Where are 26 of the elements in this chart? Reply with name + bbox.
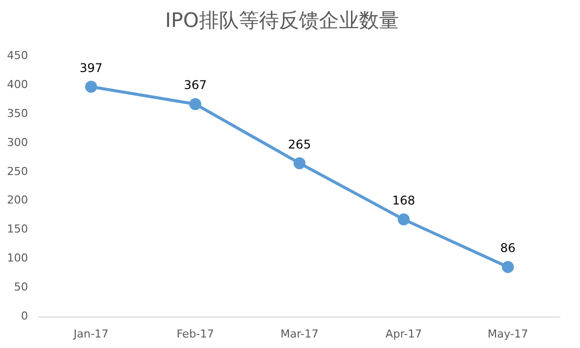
y-tick-label: 150 — [6, 222, 28, 236]
x-tick-label: Mar-17 — [280, 327, 319, 340]
y-tick-label: 450 — [6, 48, 28, 62]
point — [502, 260, 514, 273]
point — [85, 80, 98, 93]
chart-title: IPO排队等待反馈企业数量 — [165, 8, 399, 32]
y-tick-label: 100 — [6, 252, 28, 265]
x-tick-label: Apr-17 — [386, 327, 422, 340]
y-tick-label: 250 — [6, 164, 28, 178]
x-tick-label: Jan-17 — [72, 327, 109, 340]
y-tick-label: 300 — [6, 136, 28, 149]
data-label: 367 — [184, 78, 207, 92]
data-label: 397 — [80, 60, 103, 75]
x-tick-label: May-17 — [488, 327, 528, 340]
data-label: 86 — [500, 241, 516, 256]
y-tick-label: 200 — [6, 194, 28, 207]
point — [398, 213, 410, 226]
point — [294, 157, 306, 170]
point — [189, 98, 202, 110]
y-tick-label: 350 — [6, 106, 28, 120]
y-tick-label: 400 — [6, 78, 28, 91]
data-label: 265 — [288, 137, 311, 152]
y-tick-label: 50 — [14, 280, 28, 294]
x-tick-label: Feb-17 — [176, 327, 214, 340]
y-tick-label: 0 — [20, 310, 28, 323]
data-label: 168 — [392, 194, 416, 208]
